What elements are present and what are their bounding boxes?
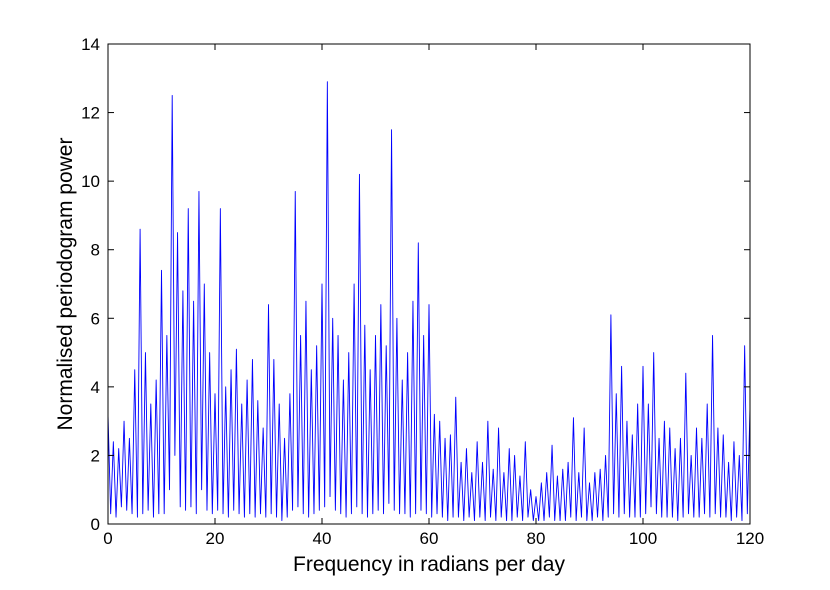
y-tick-label: 0 xyxy=(91,515,100,534)
y-tick-label: 8 xyxy=(91,241,100,260)
y-tick-label: 10 xyxy=(81,172,100,191)
x-tick-label: 20 xyxy=(206,529,225,548)
x-tick-label: 80 xyxy=(527,529,546,548)
plot-area xyxy=(108,44,750,524)
y-tick-label: 6 xyxy=(91,309,100,328)
x-tick-label: 100 xyxy=(629,529,657,548)
data-line xyxy=(107,81,751,522)
y-tick-label: 4 xyxy=(91,378,100,397)
y-tick-label: 2 xyxy=(91,446,100,465)
x-tick-label: 40 xyxy=(313,529,332,548)
x-axis-label: Frequency in radians per day xyxy=(293,553,565,576)
x-tick-label: 0 xyxy=(103,529,112,548)
y-axis-label: Normalised periodogram power xyxy=(54,138,77,431)
x-tick-label: 60 xyxy=(420,529,439,548)
y-tick-label: 14 xyxy=(81,35,100,54)
y-tick-label: 12 xyxy=(81,104,100,123)
x-tick-label: 120 xyxy=(736,529,764,548)
